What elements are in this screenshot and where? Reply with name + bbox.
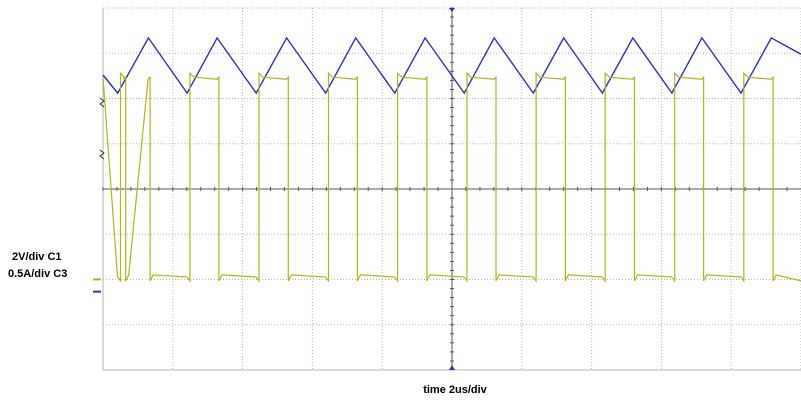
channel-markers [93,97,105,293]
x-axis-label: time 2us/div [423,384,487,396]
c1-offset-marker [99,149,105,160]
c3-current-trace [102,36,801,95]
c1-voltage-trace [102,71,801,283]
c3-scale-label: 0.5A/div C3 [8,268,67,280]
c3-offset-marker [99,97,105,108]
c1-scale-label: 2V/div C1 [12,251,62,263]
trigger-position-marker [449,8,455,12]
traces [102,36,801,283]
trigger-position-marker [449,365,455,370]
